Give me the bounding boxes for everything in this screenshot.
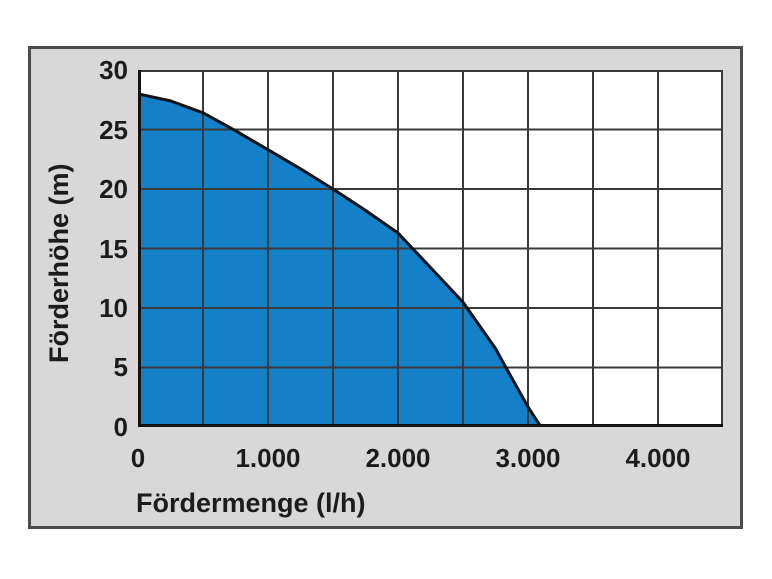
pump-curve-area bbox=[138, 93, 541, 427]
x-tick-label: 3.000 bbox=[495, 443, 561, 473]
y-tick-label: 5 bbox=[113, 352, 128, 382]
x-tick-label: 0 bbox=[130, 443, 146, 473]
x-axis-title: Fördermenge (l/h) bbox=[136, 488, 366, 518]
y-tick-label: 20 bbox=[99, 174, 128, 204]
x-tick-label: 2.000 bbox=[365, 443, 431, 473]
y-tick-label: 0 bbox=[113, 412, 128, 442]
x-tick-label: 1.000 bbox=[235, 443, 301, 473]
y-tick-label: 10 bbox=[99, 293, 128, 323]
y-tick-label: 15 bbox=[99, 234, 128, 264]
axis-lines bbox=[138, 70, 723, 427]
plot-area bbox=[138, 70, 723, 427]
y-tick-label: 25 bbox=[99, 115, 128, 145]
x-tick-label: 4.000 bbox=[625, 443, 691, 473]
y-tick-label: 30 bbox=[99, 55, 128, 85]
pump-curve bbox=[138, 92, 543, 427]
